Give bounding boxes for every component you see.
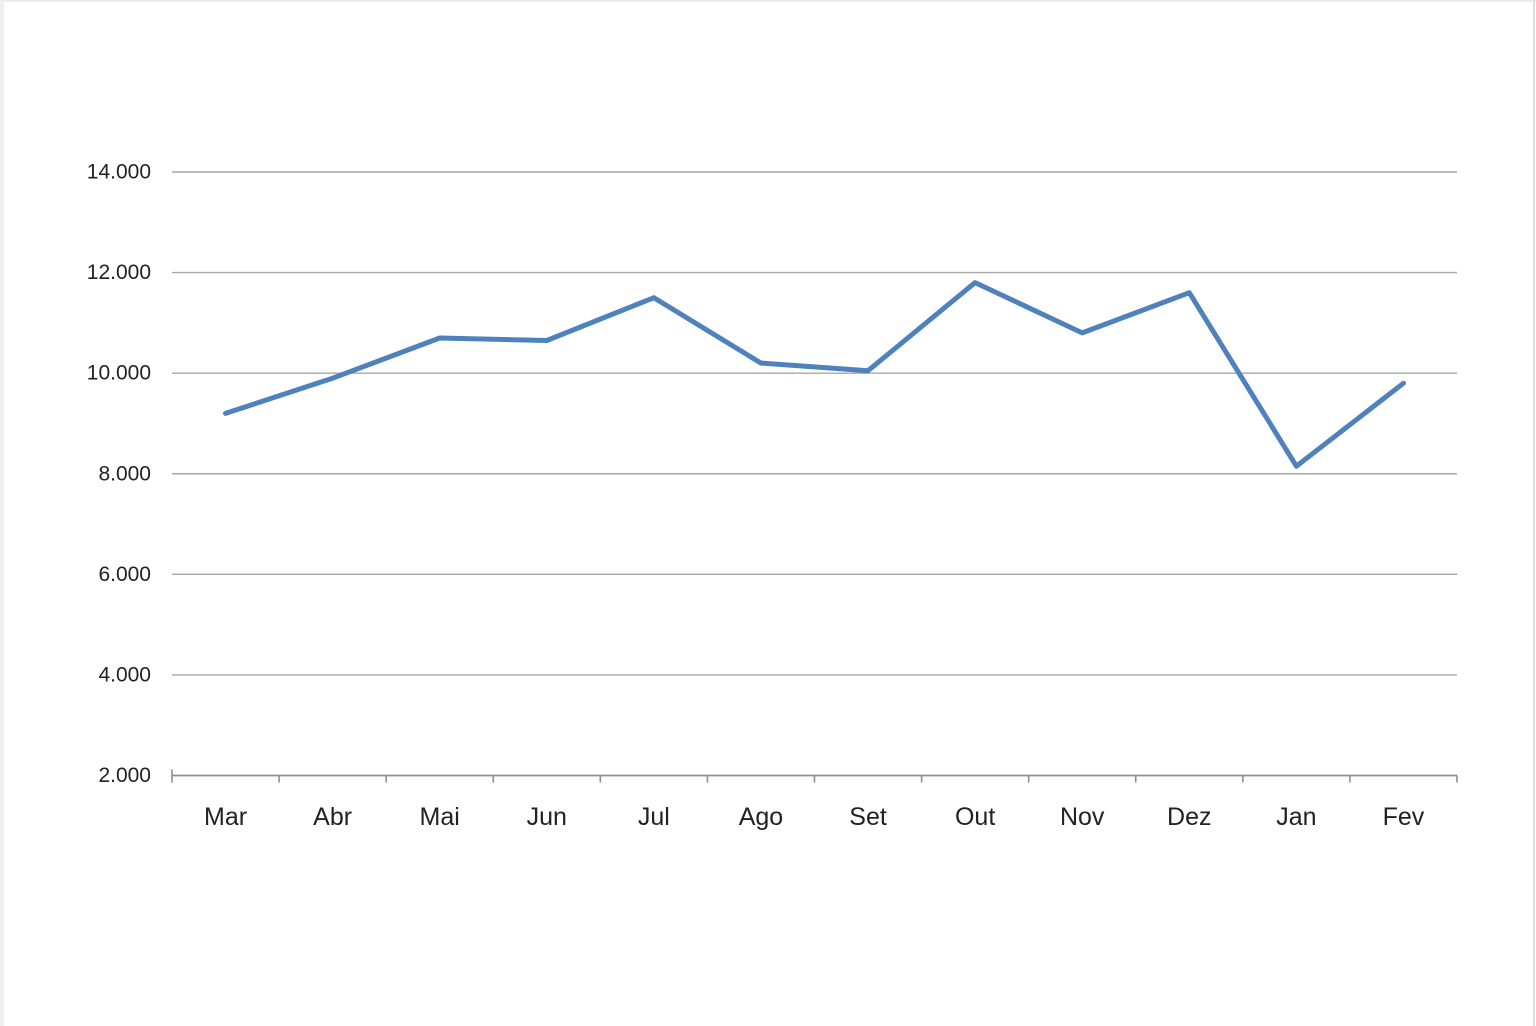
x-tick-label: Mai <box>420 803 460 831</box>
x-tick-label: Dez <box>1167 803 1211 831</box>
gridlines <box>172 171 1457 676</box>
x-tick-label: Mar <box>204 803 247 831</box>
y-tick-label: 14.000 <box>87 161 151 184</box>
y-tick-label: 12.000 <box>87 261 151 284</box>
y-tick-label: 2.000 <box>98 764 151 787</box>
data-series-line <box>223 280 1406 469</box>
x-tick-label: Jan <box>1276 803 1316 831</box>
x-tick-label: Jul <box>638 803 670 831</box>
y-axis-labels: 14.000 12.000 10.000 8.000 6.000 4.000 2.000 <box>87 161 151 788</box>
y-tick-label: 4.000 <box>98 663 151 686</box>
y-tick-label: 8.000 <box>98 462 151 485</box>
window-border-top <box>0 0 1536 2</box>
x-tick-label: Set <box>849 803 887 831</box>
x-tick-label: Nov <box>1060 803 1105 831</box>
data-series <box>223 280 1406 469</box>
y-tick-label: 10.000 <box>87 362 151 385</box>
x-tick-label: Fev <box>1383 803 1425 831</box>
x-axis-labels: Mar Abr Mai Jun Jul Ago Set Out Nov Dez Jan Fev <box>204 803 1425 831</box>
window-border-right <box>1533 0 1535 1026</box>
x-tick-label: Ago <box>739 803 783 831</box>
x-tick-label: Out <box>955 803 995 831</box>
y-tick-label: 6.000 <box>98 563 151 586</box>
window-border-left <box>0 0 4 1026</box>
x-tick-label: Abr <box>313 803 352 831</box>
x-tick-label: Jun <box>527 803 567 831</box>
x-axis <box>171 769 1458 783</box>
